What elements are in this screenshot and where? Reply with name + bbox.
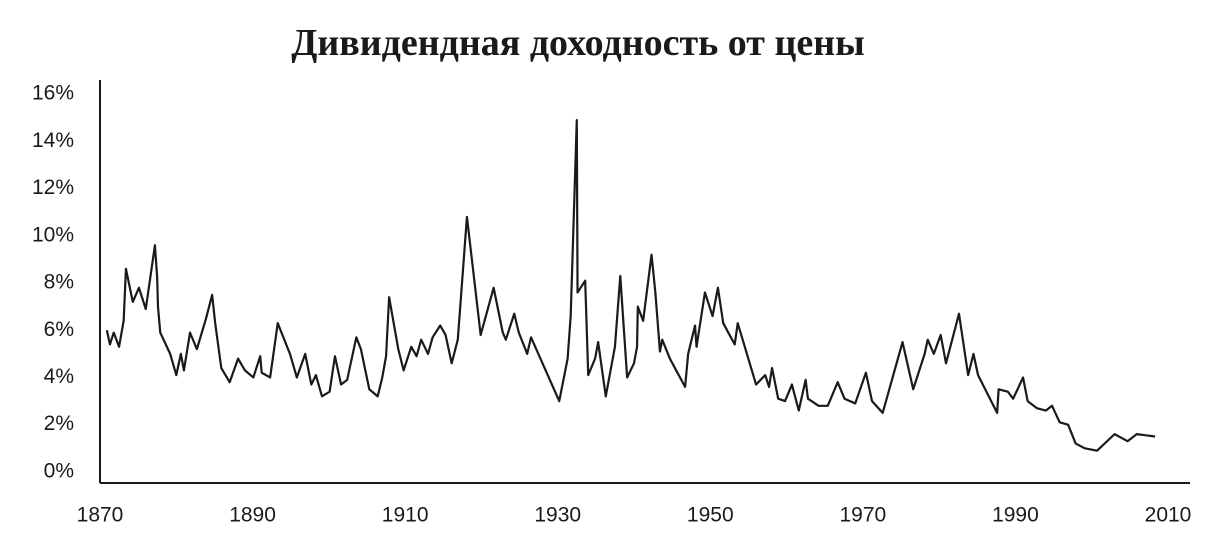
y-tick-label: 16% — [32, 82, 74, 105]
y-tick-label: 0% — [44, 459, 74, 482]
x-tick-label: 1950 — [687, 504, 734, 527]
y-tick-label: 8% — [44, 271, 74, 294]
chart-title: Дивидендная доходность от цены — [291, 22, 865, 64]
x-tick-label: 1890 — [229, 504, 276, 527]
x-tick-label: 1970 — [839, 504, 886, 527]
y-tick-label: 14% — [32, 129, 74, 152]
y-tick-label: 2% — [44, 412, 74, 435]
y-tick-label: 10% — [32, 223, 74, 246]
x-tick-label: 1930 — [534, 504, 581, 527]
y-tick-label: 4% — [44, 365, 74, 388]
y-tick-label: 12% — [32, 176, 74, 199]
data-line — [105, 119, 1156, 452]
x-tick-label: 1990 — [992, 504, 1039, 527]
x-tick-label: 1870 — [77, 504, 124, 527]
x-tick-label: 2010 — [1145, 504, 1192, 527]
x-tick-label: 1910 — [382, 504, 429, 527]
y-tick-label: 6% — [44, 318, 74, 341]
